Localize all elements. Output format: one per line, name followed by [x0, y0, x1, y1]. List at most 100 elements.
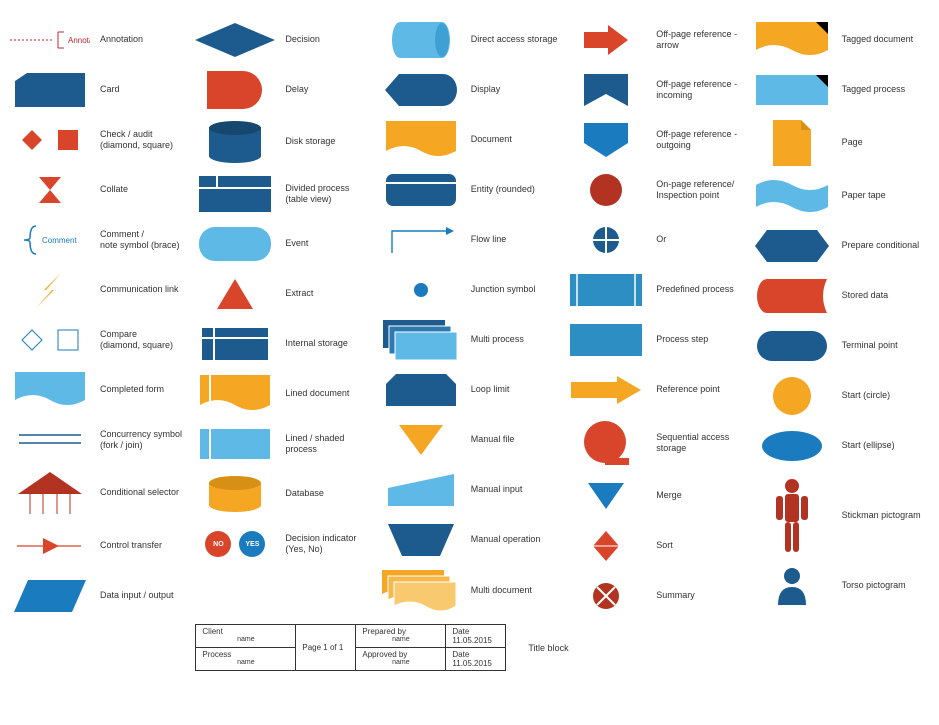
annotation-badge: Annotation [68, 36, 90, 45]
column-3: Direct access storage Display Document E… [381, 20, 558, 616]
item-display: Display [381, 70, 558, 110]
label-predefined-process: Predefined process [656, 284, 743, 295]
label-paper-tape: Paper tape [842, 190, 929, 201]
label-stored-data: Stored data [842, 290, 929, 301]
label-extract: Extract [285, 288, 372, 299]
item-tagged-document: Tagged document [752, 20, 929, 60]
label-delay: Delay [285, 84, 372, 95]
label-junction: Junction symbol [471, 284, 558, 295]
item-internal-storage: Internal storage [195, 324, 372, 364]
item-lined-document: Lined document [195, 374, 372, 414]
label-entity: Entity (rounded) [471, 184, 558, 195]
item-terminal-point: Terminal point [752, 326, 929, 366]
item-card: Card [10, 70, 187, 110]
item-stickman: Stickman pictogram [752, 476, 929, 556]
item-offpage-incoming: Off-page reference - incoming [566, 70, 743, 110]
label-manual-input: Manual input [471, 484, 558, 495]
label-sequential-access: Sequential access storage [656, 432, 743, 455]
flowchart-symbol-legend: Annotation Annotation Card Check / audit… [10, 20, 929, 671]
item-process-step: Process step [566, 320, 743, 360]
label-lined-process: Lined / shaded process [285, 433, 372, 456]
label-prepare-conditional: Prepare conditional [842, 240, 929, 251]
label-merge: Merge [656, 490, 743, 501]
label-compare: Compare (diamond, square) [100, 329, 187, 352]
item-torso: Torso pictogram [752, 566, 929, 606]
label-multi-process: Multi process [471, 334, 558, 345]
label-concurrency: Concurrency symbol (fork / join) [100, 429, 187, 452]
item-stored-data: Stored data [752, 276, 929, 316]
label-disk-storage: Disk storage [285, 136, 372, 147]
item-multi-process: Multi process [381, 320, 558, 360]
item-title-block: Clientname Page 1 of 1 Prepared byname D… [195, 624, 743, 671]
item-lined-process: Lined / shaded process [195, 424, 372, 464]
item-page: Page [752, 120, 929, 166]
label-internal-storage: Internal storage [285, 338, 372, 349]
label-document: Document [471, 134, 558, 145]
label-process-step: Process step [656, 334, 743, 345]
label-sort: Sort [656, 540, 743, 551]
label-title-block: Title block [528, 643, 568, 653]
item-delay: Delay [195, 70, 372, 110]
label-page: Page [842, 137, 929, 148]
item-direct-access: Direct access storage [381, 20, 558, 60]
label-annotation: Annotation [100, 34, 187, 45]
item-onpage-reference: On-page reference/ Inspection point [566, 170, 743, 210]
item-junction: Junction symbol [381, 270, 558, 310]
item-concurrency: Concurrency symbol (fork / join) [10, 420, 187, 460]
label-manual-file: Manual file [471, 434, 558, 445]
label-divided-process: Divided process (table view) [285, 183, 372, 206]
item-event: Event [195, 224, 372, 264]
label-event: Event [285, 238, 372, 249]
item-start-circle: Start (circle) [752, 376, 929, 416]
label-onpage-reference: On-page reference/ Inspection point [656, 179, 743, 202]
item-paper-tape: Paper tape [752, 176, 929, 216]
item-offpage-outgoing: Off-page reference - outgoing [566, 120, 743, 160]
column-5: Tagged document Tagged process Page Pape… [752, 20, 929, 616]
item-summary: Summary [566, 576, 743, 616]
label-data-io: Data input / output [100, 590, 187, 601]
item-document: Document [381, 120, 558, 160]
item-manual-input: Manual input [381, 470, 558, 510]
label-flow-line: Flow line [471, 234, 558, 245]
label-stickman: Stickman pictogram [842, 510, 929, 521]
label-start-ellipse: Start (ellipse) [842, 440, 929, 451]
label-manual-operation: Manual operation [471, 534, 558, 545]
label-offpage-outgoing: Off-page reference - outgoing [656, 129, 743, 152]
label-control-transfer: Control transfer [100, 540, 187, 551]
item-collate: Collate [10, 170, 187, 210]
label-summary: Summary [656, 590, 743, 601]
item-manual-operation: Manual operation [381, 520, 558, 560]
item-flow-line: Flow line [381, 220, 558, 260]
item-check-audit: Check / audit (diamond, square) [10, 120, 187, 160]
label-collate: Collate [100, 184, 187, 195]
item-completed-form: Completed form [10, 370, 187, 410]
label-conditional-selector: Conditional selector [100, 487, 187, 498]
item-multi-document: Multi document [381, 570, 558, 612]
label-start-circle: Start (circle) [842, 390, 929, 401]
item-decision-indicator: NO YES Decision indicator (Yes, No) [195, 524, 372, 564]
item-offpage-arrow: Off-page reference - arrow [566, 20, 743, 60]
label-offpage-arrow: Off-page reference - arrow [656, 29, 743, 52]
item-divided-process: Divided process (table view) [195, 174, 372, 214]
label-reference-point: Reference point [656, 384, 743, 395]
label-decision: Decision [285, 34, 372, 45]
label-torso: Torso pictogram [842, 580, 929, 591]
item-extract: Extract [195, 274, 372, 314]
label-loop-limit: Loop limit [471, 384, 558, 395]
item-reference-point: Reference point [566, 370, 743, 410]
item-sequential-access: Sequential access storage [566, 420, 743, 466]
label-card: Card [100, 84, 187, 95]
svg-text:Comment: Comment [42, 236, 77, 245]
item-manual-file: Manual file [381, 420, 558, 460]
label-lined-document: Lined document [285, 388, 372, 399]
item-annotation: Annotation Annotation [10, 20, 187, 60]
label-communication-link: Communication link [100, 284, 187, 295]
label-direct-access: Direct access storage [471, 34, 558, 45]
item-tagged-process: Tagged process [752, 70, 929, 110]
label-offpage-incoming: Off-page reference - incoming [656, 79, 743, 102]
item-communication-link: Communication link [10, 270, 187, 310]
label-terminal-point: Terminal point [842, 340, 929, 351]
decision-yes-icon: YES [239, 531, 265, 557]
item-predefined-process: Predefined process [566, 270, 743, 310]
decision-no-icon: NO [205, 531, 231, 557]
